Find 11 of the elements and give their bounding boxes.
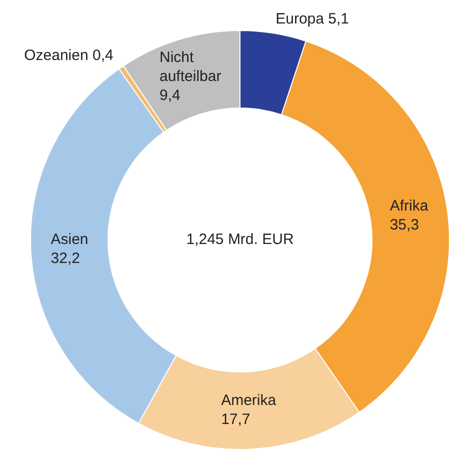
data-label: 32,2 <box>50 250 80 268</box>
data-label: 17,7 <box>221 411 250 428</box>
slice-label: Nicht aufteilbar <box>160 48 222 85</box>
slice-label: Asien <box>50 231 88 248</box>
data-label: 9,4 <box>160 86 180 104</box>
text: 1,245 Mrd. EUR <box>186 231 294 248</box>
data-label: 35,3 <box>390 216 420 234</box>
slice-label: Europa 5,1 <box>276 10 350 28</box>
slice-label: Afrika <box>390 197 429 214</box>
slice-label: Amerika <box>221 392 277 410</box>
slice-label: Ozeanien 0,4 <box>24 47 114 64</box>
